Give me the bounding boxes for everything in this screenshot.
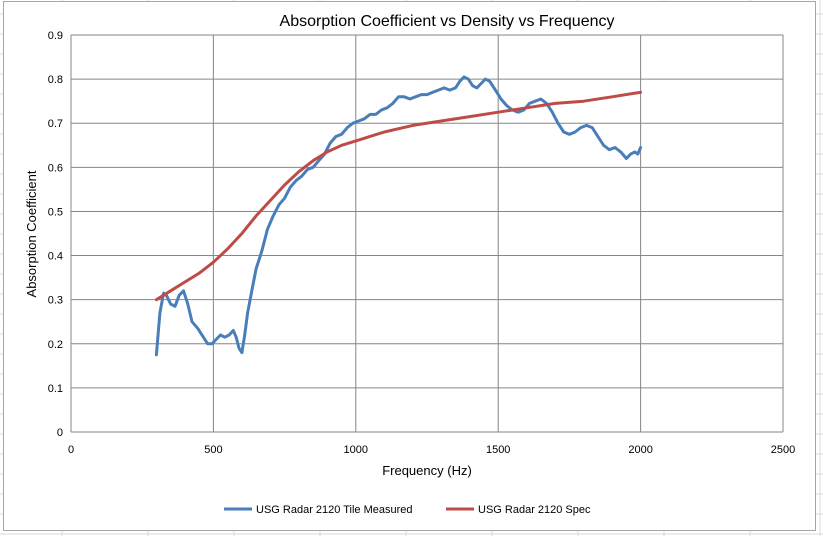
legend: USG Radar 2120 Tile Measured USG Radar 2… (224, 504, 591, 516)
x-tick-label: 2500 (771, 444, 795, 456)
y-tick-label: 0.7 (48, 118, 63, 130)
chart-title: Absorption Coefficient vs Density vs Fre… (280, 13, 615, 30)
x-tick-label: 1000 (344, 444, 368, 456)
x-axis-ticks: 0 500 1000 1500 2000 2500 (68, 444, 795, 456)
x-tick-label: 500 (204, 444, 222, 456)
x-tick-label: 0 (68, 444, 74, 456)
x-tick-label: 2000 (628, 444, 652, 456)
legend-label-spec: USG Radar 2120 Spec (478, 504, 591, 516)
y-tick-label: 0.5 (48, 206, 63, 218)
y-axis-ticks: 0 0.1 0.2 0.3 0.4 0.5 0.6 0.7 0.8 0.9 (48, 30, 63, 439)
y-tick-label: 0.2 (48, 339, 63, 351)
y-tick-label: 0.8 (48, 74, 63, 86)
y-tick-label: 0.6 (48, 162, 63, 174)
axes (70, 35, 783, 433)
y-axis-label: Absorption Coefficient (24, 170, 39, 297)
y-tick-label: 0.3 (48, 295, 63, 307)
chart-area[interactable]: Absorption Coefficient vs Density vs Fre… (3, 1, 816, 531)
y-tick-label: 0.9 (48, 30, 63, 42)
legend-label-measured: USG Radar 2120 Tile Measured (256, 504, 413, 516)
series-lines (154, 75, 643, 357)
x-axis-label: Frequency (Hz) (382, 463, 472, 478)
series-line-spec (154, 90, 643, 302)
y-tick-label: 0.4 (48, 251, 63, 263)
y-tick-label: 0.1 (48, 383, 63, 395)
y-tick-label: 0 (57, 427, 63, 439)
series-line-measured (154, 75, 643, 357)
plot-area: 0 500 1000 1500 2000 2500 0 0.1 0.2 0.3 0.4 0.5 0.6… (48, 30, 796, 456)
x-tick-label: 1500 (486, 444, 510, 456)
line-chart: Absorption Coefficient vs Density vs Fre… (24, 13, 796, 516)
